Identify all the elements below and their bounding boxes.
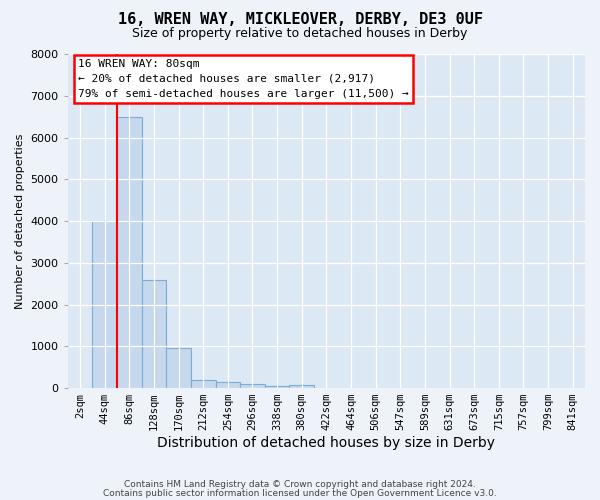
Bar <box>265 386 289 388</box>
Bar <box>289 384 314 388</box>
Bar <box>191 380 215 388</box>
Y-axis label: Number of detached properties: Number of detached properties <box>15 134 25 308</box>
Text: Size of property relative to detached houses in Derby: Size of property relative to detached ho… <box>133 28 467 40</box>
Bar <box>215 382 240 388</box>
Bar <box>166 348 191 388</box>
Text: Contains HM Land Registry data © Crown copyright and database right 2024.: Contains HM Land Registry data © Crown c… <box>124 480 476 489</box>
X-axis label: Distribution of detached houses by size in Derby: Distribution of detached houses by size … <box>157 436 496 450</box>
Text: Contains public sector information licensed under the Open Government Licence v3: Contains public sector information licen… <box>103 488 497 498</box>
Bar <box>92 221 117 388</box>
Text: 16 WREN WAY: 80sqm
← 20% of detached houses are smaller (2,917)
79% of semi-deta: 16 WREN WAY: 80sqm ← 20% of detached hou… <box>78 59 409 98</box>
Bar <box>142 280 166 388</box>
Text: 16, WREN WAY, MICKLEOVER, DERBY, DE3 0UF: 16, WREN WAY, MICKLEOVER, DERBY, DE3 0UF <box>118 12 482 28</box>
Bar <box>240 384 265 388</box>
Bar <box>117 116 142 388</box>
